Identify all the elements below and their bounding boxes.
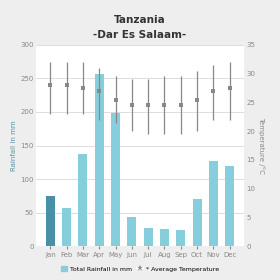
Y-axis label: Rainfall in mm: Rainfall in mm [11,120,17,171]
Bar [127,217,136,246]
Bar [46,196,55,246]
Bar [111,113,120,246]
Bar [78,154,87,246]
Bar [176,230,185,246]
Bar [160,229,169,246]
Bar [209,161,218,246]
Bar [95,74,104,246]
Bar [62,208,71,246]
Title: Tanzania
-Dar Es Salaam-: Tanzania -Dar Es Salaam- [93,15,187,40]
Legend: Total Rainfall in mm, * Average Temperature: Total Rainfall in mm, * Average Temperat… [59,264,221,274]
Bar [225,166,234,246]
Y-axis label: Temperature /°C: Temperature /°C [258,117,265,174]
Bar [144,228,153,246]
Bar [193,199,202,246]
